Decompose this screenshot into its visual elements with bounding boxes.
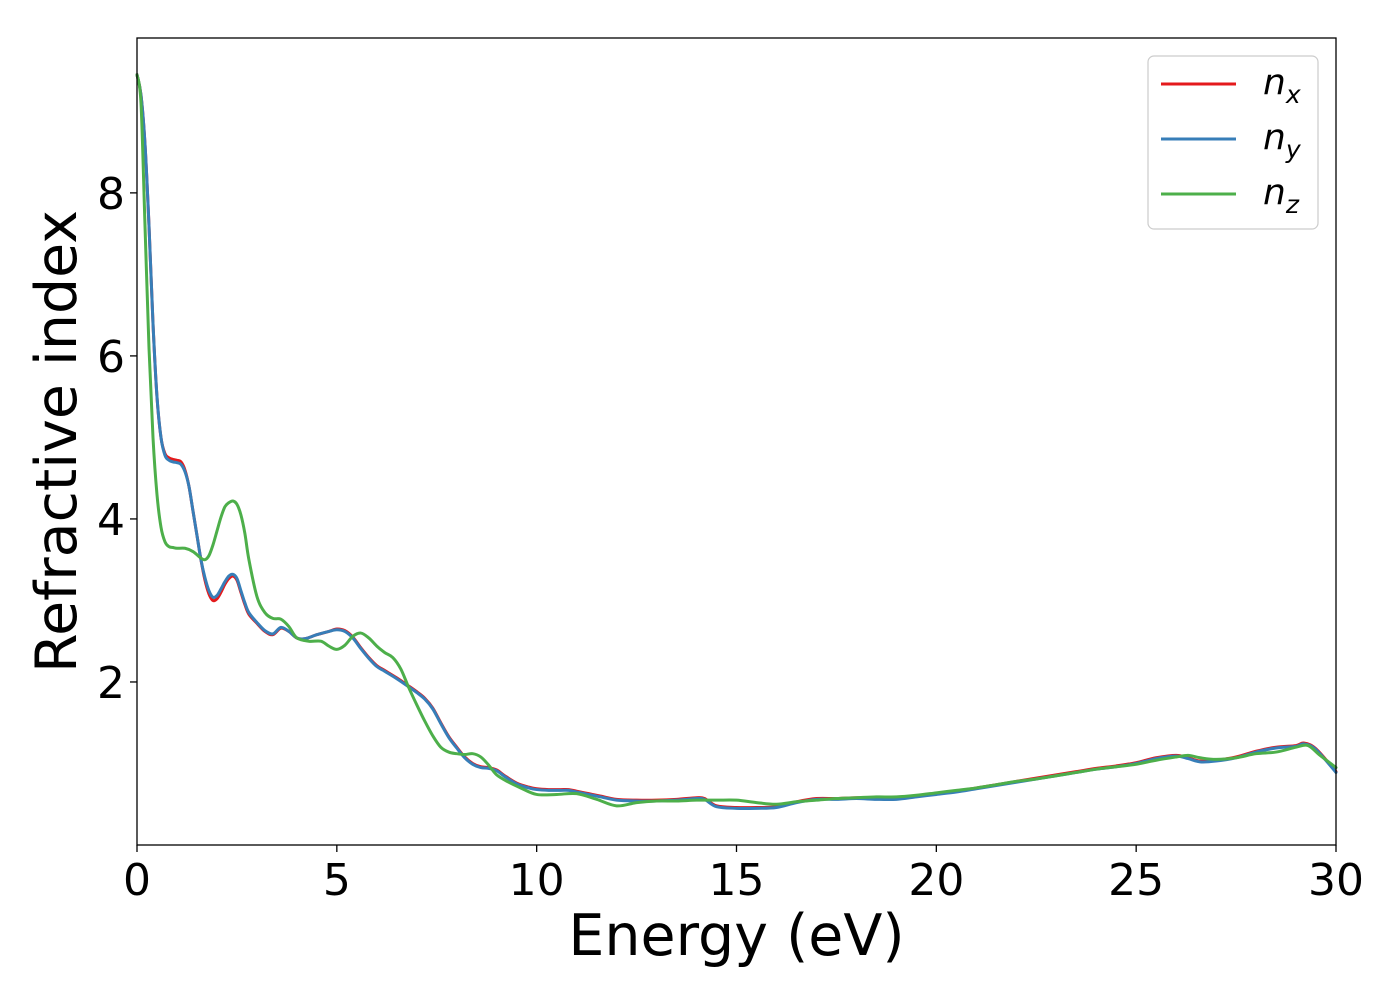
x-tick-label: 10	[509, 855, 565, 906]
y-tick-label: 8	[97, 169, 125, 220]
legend-label-z: nz	[1263, 172, 1300, 219]
x-tick-label: 15	[709, 855, 765, 906]
legend-label-x: nx	[1263, 62, 1301, 109]
legend-label-y: ny	[1263, 117, 1302, 164]
y-axis-title: Refractive index	[24, 210, 90, 673]
x-tick-label: 30	[1308, 855, 1364, 906]
ticks-layer: 0 5 10 15 20 25 30 2 4 6 8	[97, 169, 1364, 906]
x-tick-label: 0	[123, 855, 151, 906]
x-axis-title: Energy (eV)	[568, 903, 904, 969]
legend-box	[1147, 55, 1319, 230]
legend: nx ny nz	[1147, 55, 1319, 230]
y-tick-label: 2	[97, 658, 125, 709]
x-tick-label: 20	[908, 855, 964, 906]
series-line-z	[135, 73, 1338, 808]
x-tick-label: 5	[323, 855, 351, 906]
x-tick-label: 25	[1108, 855, 1164, 906]
y-tick-label: 4	[97, 495, 125, 546]
y-tick-label: 6	[97, 332, 125, 383]
series-layer	[135, 73, 1338, 810]
